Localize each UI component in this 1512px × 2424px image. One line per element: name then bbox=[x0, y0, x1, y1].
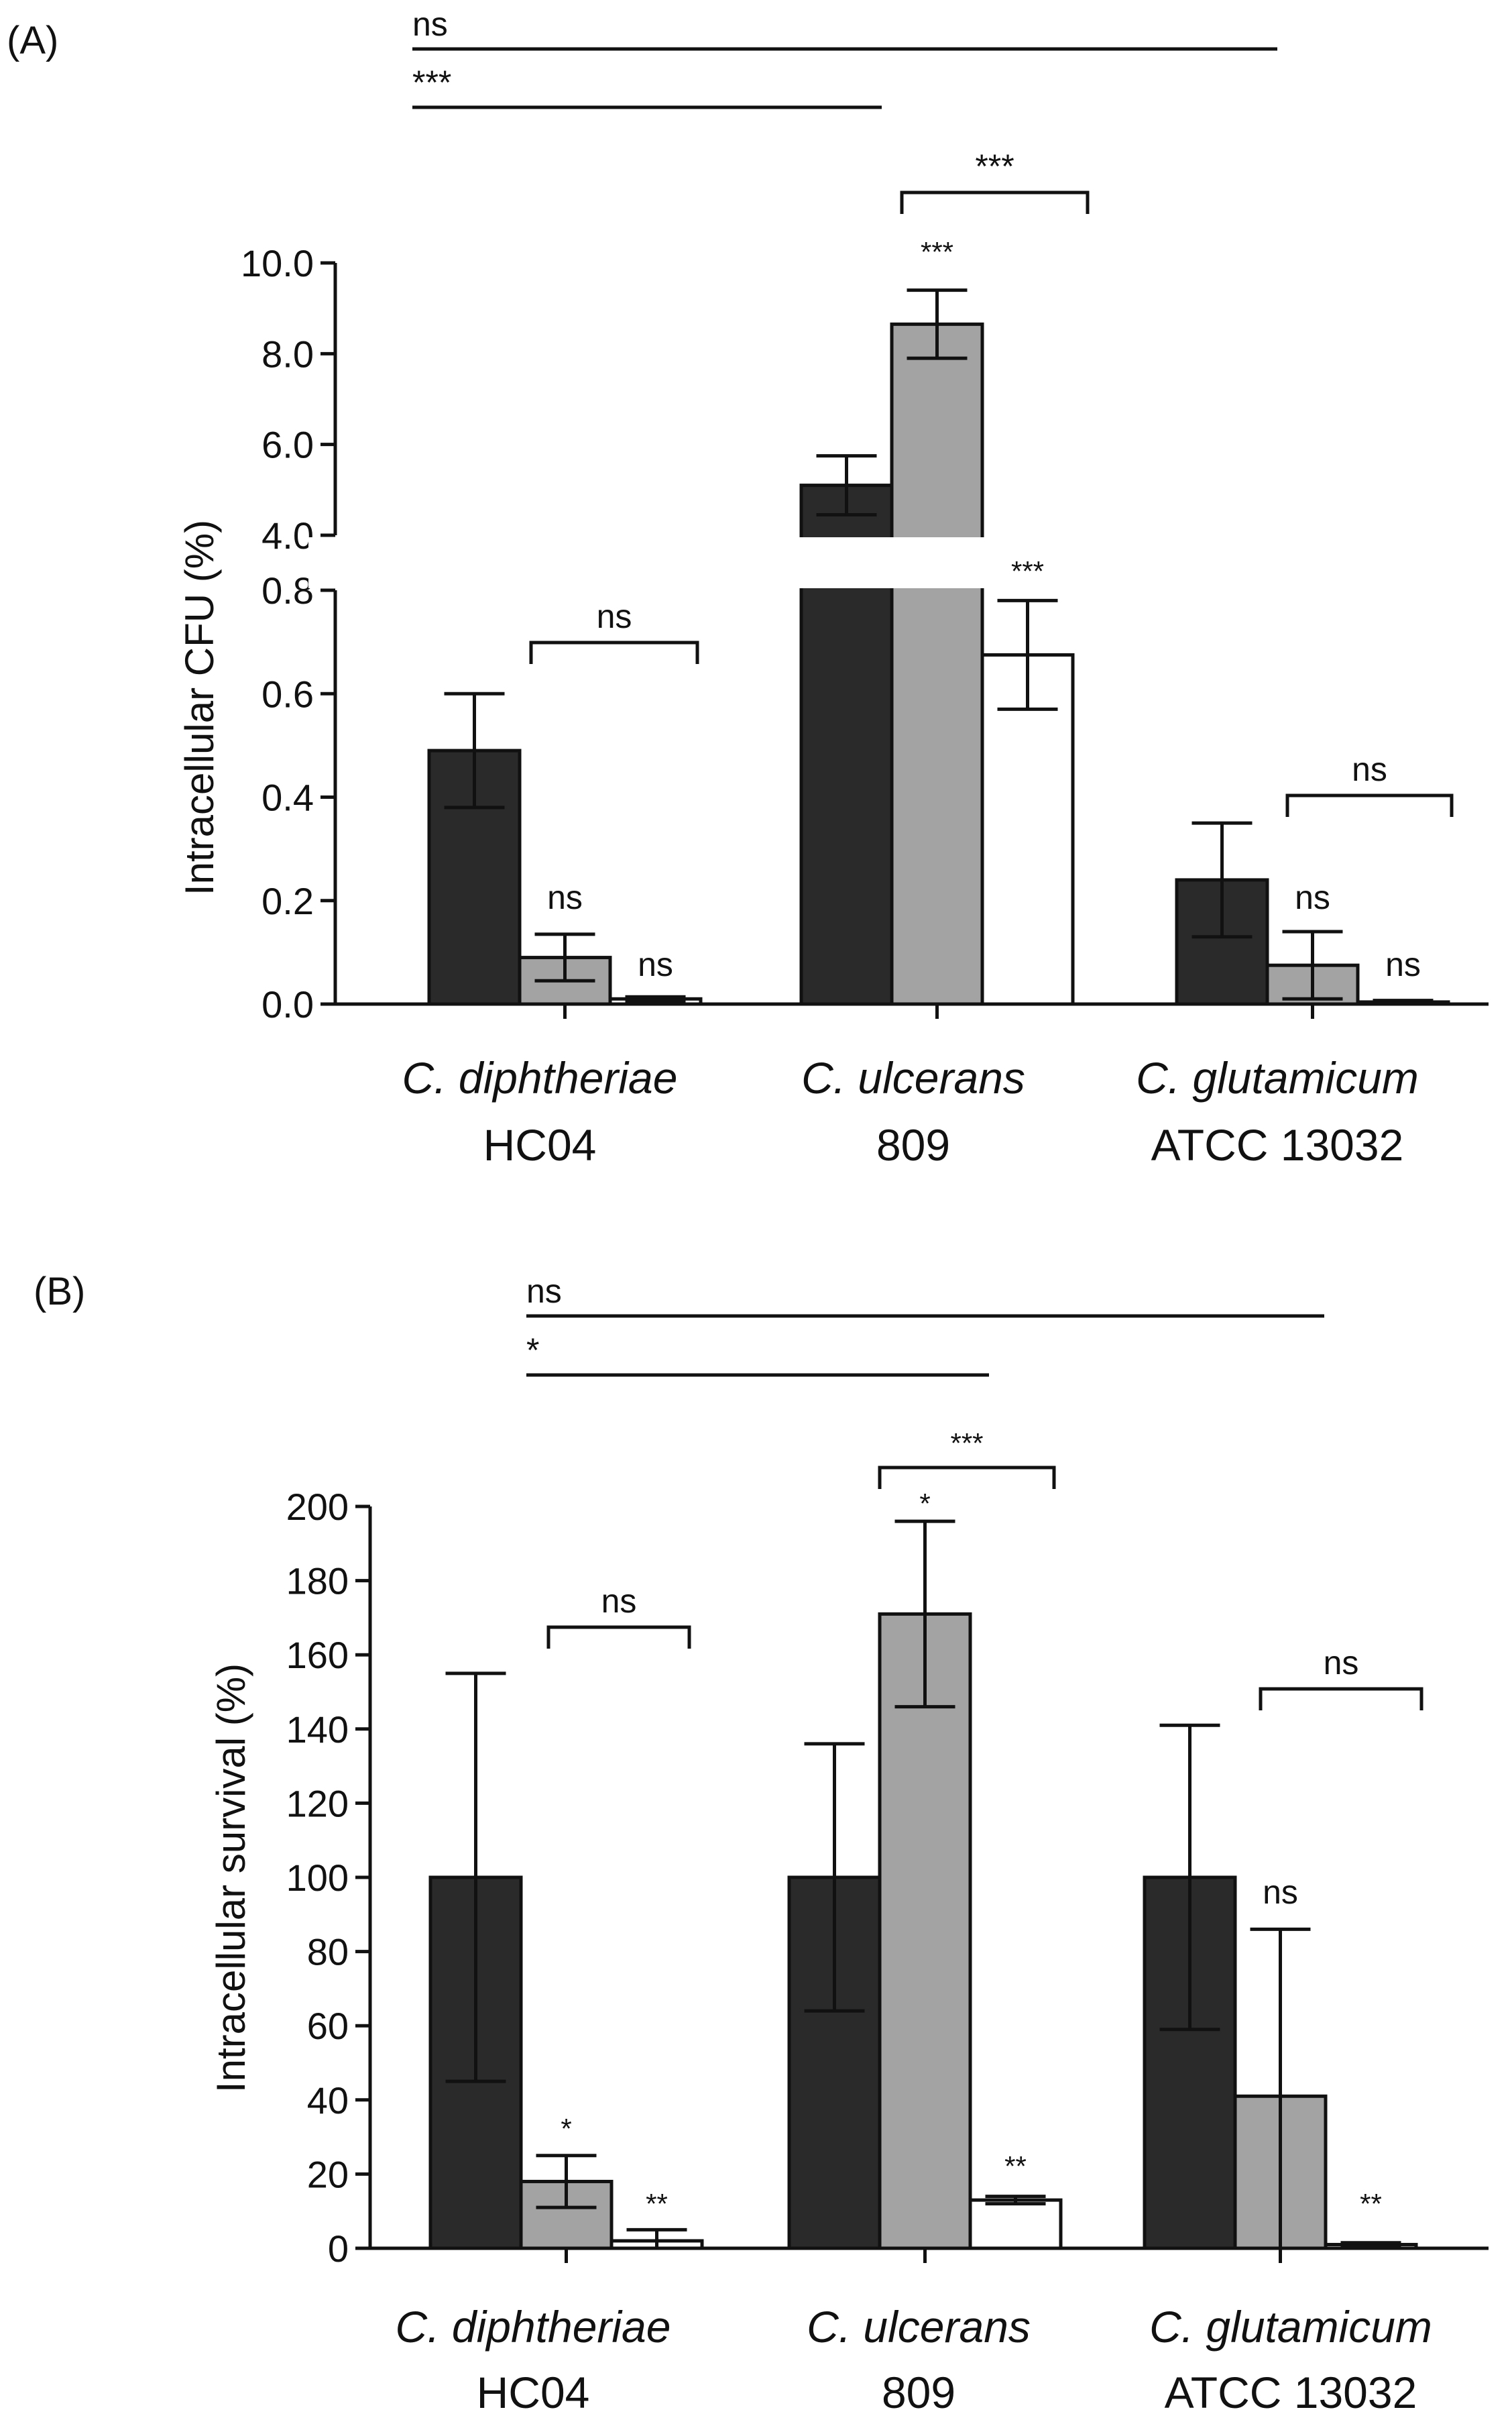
panel-a-y-tick-label: 0.6 bbox=[261, 673, 314, 715]
panel-b-bar-significance: * bbox=[919, 1488, 930, 1519]
panel-a-bracket-label: *** bbox=[975, 148, 1014, 185]
panel-b-category-2-strain: 809 bbox=[882, 2368, 955, 2417]
panel-a-y-tick-label: 0.0 bbox=[261, 983, 314, 1026]
panel-a-y-tick-label: 6.0 bbox=[261, 424, 314, 466]
panel-a-category-3-strain: ATCC 13032 bbox=[1151, 1120, 1404, 1170]
panel-b-bar-significance: ** bbox=[646, 2188, 668, 2219]
panel-a-y-tick-label: 0.2 bbox=[261, 880, 314, 922]
panel-a-bar-significance: ns bbox=[1385, 946, 1421, 983]
panel-a-bar bbox=[890, 322, 984, 1006]
panel-a-bracket-label: ns bbox=[1352, 751, 1387, 788]
panel-a-bar-significance: ns bbox=[547, 879, 583, 916]
panel-b-bracket bbox=[878, 1466, 1056, 1489]
panel-b-category-1-strain: HC04 bbox=[477, 2368, 590, 2417]
panel-b-category-1-species: C. diphtheriae bbox=[396, 2302, 671, 2352]
panel-a-comparison-label: ns bbox=[412, 5, 448, 43]
panel-b-bracket-label: ns bbox=[1324, 1644, 1359, 1682]
panel-b-bracket-label: *** bbox=[950, 1427, 983, 1459]
panel-b-y-tick-label: 120 bbox=[286, 1782, 349, 1824]
panel-a-bar-significance: *** bbox=[921, 236, 953, 268]
panel-b-y-tick-label: 140 bbox=[286, 1708, 349, 1751]
panel-b-bar-significance: ** bbox=[1360, 2188, 1382, 2219]
panel-b-axes bbox=[368, 1506, 1489, 2263]
panel-b-comparison-label: * bbox=[526, 1331, 539, 1369]
panel-a-bracket bbox=[1285, 793, 1454, 817]
panel-b-y-ticks: 0 20 40 60 80 100 120 140 160 180 200 bbox=[286, 1486, 370, 2270]
panel-a-category-2-strain: 809 bbox=[876, 1120, 950, 1170]
panel-b-category-2-species: C. ulcerans bbox=[807, 2302, 1031, 2352]
panel-b-bar bbox=[968, 2198, 1063, 2250]
panel-a-bar-significance: ns bbox=[1295, 879, 1330, 916]
panel-a-label: (A) bbox=[7, 19, 58, 62]
panel-b-y-tick-label: 200 bbox=[286, 1486, 349, 1528]
panel-a-category-1-strain: HC04 bbox=[483, 1120, 597, 1170]
panel-a-y-tick-label: 4.0 bbox=[261, 514, 314, 557]
panel-a-axes bbox=[308, 263, 1489, 1019]
panel-a-significance: ns ns *** *** ns ns ns *** ns ns *** bbox=[412, 5, 1454, 983]
panel-b-y-tick-label: 180 bbox=[286, 1560, 349, 1602]
panel-b-y-tick-label: 100 bbox=[286, 1857, 349, 1899]
panel-b-label: (B) bbox=[34, 1270, 85, 1313]
panel-b-y-tick-label: 160 bbox=[286, 1634, 349, 1676]
panel-b-bracket bbox=[546, 1625, 691, 1649]
panel-b-bar bbox=[878, 1612, 972, 2250]
panel-a-bracket bbox=[529, 641, 699, 664]
panel-b-y-tick-label: 80 bbox=[307, 1931, 349, 1973]
panel-a-bracket-label: ns bbox=[597, 598, 632, 635]
panel-a: (A) 0.0 0.2 0.4 0.6 0.8 4.0 6.0 8.0 10.0 ns ns ***… bbox=[7, 5, 1489, 1170]
panel-b-bar-significance: * bbox=[561, 2113, 571, 2144]
panel-b-comparison-label: ns bbox=[526, 1272, 562, 1310]
panel-a-category-3-species: C. glutamicum bbox=[1136, 1053, 1419, 1103]
panel-a-category-1-species: C. diphtheriae bbox=[402, 1053, 678, 1103]
panel-b-y-tick-label: 0 bbox=[328, 2227, 349, 2270]
panel-a-y-tick-label: 10.0 bbox=[241, 242, 314, 284]
panel-b-y-tick-label: 20 bbox=[307, 2153, 349, 2195]
panel-a-y-tick-label: 8.0 bbox=[261, 333, 314, 375]
panel-a-bar bbox=[980, 653, 1075, 1006]
panel-a-y-tick-label: 0.8 bbox=[261, 569, 314, 612]
panel-b-category-3-species: C. glutamicum bbox=[1149, 2302, 1432, 2352]
panel-a-bar-significance: ns bbox=[638, 946, 673, 983]
panel-b-bars bbox=[428, 1519, 1418, 2250]
panel-b-bracket-label: ns bbox=[601, 1582, 637, 1620]
panel-a-category-2-species: C. ulcerans bbox=[801, 1053, 1025, 1103]
panel-a-axis-break-gap bbox=[308, 537, 1314, 588]
panel-a-comparison-label: *** bbox=[412, 64, 451, 101]
panel-b-y-tick-label: 60 bbox=[307, 2005, 349, 2047]
panel-b-bar-significance: ** bbox=[1004, 2150, 1027, 2182]
panel-b-bracket bbox=[1259, 1687, 1423, 1710]
panel-b-y-axis-label: Intracellular survival (%) bbox=[209, 1663, 253, 2093]
panel-a-y-ticks: 0.0 0.2 0.4 0.6 0.8 4.0 6.0 8.0 10.0 bbox=[241, 242, 335, 1026]
panel-b-y-tick-label: 40 bbox=[307, 2079, 349, 2122]
panel-a-y-tick-label: 0.4 bbox=[261, 777, 314, 819]
panel-b-bar-significance: ns bbox=[1263, 1873, 1298, 1911]
panel-a-y-axis-label: Intracellular CFU (%) bbox=[177, 520, 222, 895]
panel-b-category-3-strain: ATCC 13032 bbox=[1165, 2368, 1417, 2417]
panel-a-bar-significance: *** bbox=[1011, 555, 1044, 587]
panel-a-bracket bbox=[900, 190, 1090, 214]
